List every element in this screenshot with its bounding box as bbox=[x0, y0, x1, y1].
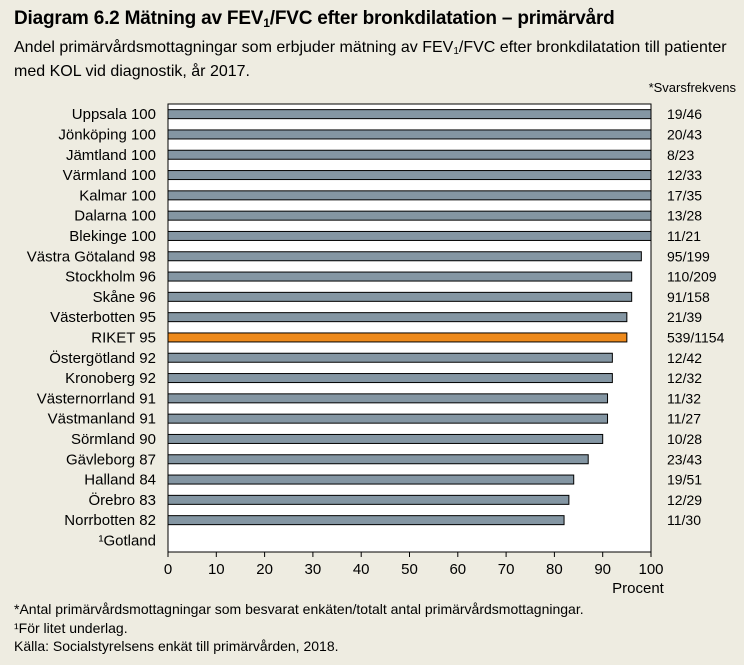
category-label: Värmland 100 bbox=[63, 167, 156, 184]
footnote-small-sample: ¹För litet underlag. bbox=[14, 619, 128, 636]
x-tick-label: 60 bbox=[449, 561, 466, 578]
response-rate-label: 12/29 bbox=[667, 492, 702, 508]
footnotes: *Antal primärvårdsmottagningar som besva… bbox=[14, 600, 734, 656]
response-rate-label: 12/42 bbox=[667, 350, 702, 366]
category-label: Västra Götaland 98 bbox=[27, 248, 156, 265]
response-rate-label: 11/21 bbox=[667, 228, 701, 244]
response-rate-label: 19/51 bbox=[667, 472, 702, 488]
category-label: Örebro 83 bbox=[88, 491, 156, 509]
response-rate-label: 19/46 bbox=[667, 106, 702, 122]
footnote-response-rate: *Antal primärvårdsmottagningar som besva… bbox=[14, 601, 584, 617]
response-rate-label: 10/28 bbox=[667, 431, 702, 447]
response-rate-label: 8/23 bbox=[667, 147, 694, 163]
chart-title: Diagram 6.2 Mätning av FEV1/FVC efter br… bbox=[14, 8, 615, 30]
x-tick-label: 40 bbox=[353, 561, 370, 578]
category-label: RIKET 95 bbox=[91, 329, 156, 346]
bar-jönköping bbox=[167, 129, 652, 140]
category-label: Stockholm 96 bbox=[65, 269, 156, 286]
bar-blekinge bbox=[167, 230, 652, 241]
category-label: Norrbotten 82 bbox=[64, 512, 156, 529]
x-tick-label: 0 bbox=[164, 561, 172, 578]
category-label: Jämtland 100 bbox=[66, 147, 156, 164]
category-label: Sörmland 90 bbox=[71, 431, 156, 448]
x-tick-label: 100 bbox=[638, 561, 663, 578]
category-label: Kalmar 100 bbox=[79, 187, 156, 204]
response-rate-label: 11/30 bbox=[667, 512, 701, 528]
category-label: Dalarna 100 bbox=[74, 208, 156, 225]
x-tick-label: 90 bbox=[594, 561, 611, 578]
x-tick-label: 80 bbox=[546, 561, 563, 578]
bar-västmanland bbox=[167, 413, 609, 424]
chart-subtitle: Andel primärvårdsmottagningar som erbjud… bbox=[14, 39, 727, 80]
response-rate-label: 110/209 bbox=[667, 269, 717, 285]
bar-västernorrland bbox=[167, 393, 609, 404]
response-rate-header: *Svarsfrekvens bbox=[648, 80, 736, 95]
bar-uppsala bbox=[167, 109, 652, 120]
category-label: Halland 84 bbox=[84, 472, 156, 489]
bar-kalmar bbox=[167, 190, 652, 201]
bar-värmland bbox=[167, 170, 652, 181]
bar-halland bbox=[167, 474, 575, 485]
category-label: Västernorrland 91 bbox=[37, 390, 156, 407]
response-rate-label: 95/199 bbox=[667, 248, 710, 264]
bar-örebro bbox=[167, 494, 570, 505]
source-note: Källa: Socialstyrelsens enkät till primä… bbox=[14, 638, 339, 654]
x-tick-label: 50 bbox=[401, 561, 418, 578]
x-tick-label: 10 bbox=[208, 561, 225, 578]
category-label: Blekinge 100 bbox=[69, 228, 156, 245]
response-rate-label: 11/27 bbox=[667, 411, 701, 427]
bar-västra-götaland bbox=[167, 251, 642, 262]
response-rate-label: 11/32 bbox=[667, 390, 701, 406]
x-tick-label: 20 bbox=[256, 561, 273, 578]
x-tick-label: 30 bbox=[305, 561, 322, 578]
response-rate-label: 91/158 bbox=[667, 289, 710, 305]
x-tick-label: 70 bbox=[498, 561, 515, 578]
bar-skåne bbox=[167, 291, 633, 302]
response-rate-label: 23/43 bbox=[667, 451, 702, 467]
category-label: Skåne 96 bbox=[93, 289, 156, 306]
bar-norrbotten bbox=[167, 515, 565, 526]
x-axis-label: Procent bbox=[612, 580, 665, 597]
category-label: Uppsala 100 bbox=[72, 106, 156, 123]
category-label: Gävleborg 87 bbox=[66, 451, 156, 468]
bar-jämtland bbox=[167, 149, 652, 160]
bar-kronoberg bbox=[167, 373, 613, 384]
category-label: ¹Gotland bbox=[98, 532, 156, 549]
category-label: Västmanland 91 bbox=[48, 411, 156, 428]
bar-chart: Uppsala 100 Jönköping 100 Jämtland 100 Värm… bbox=[27, 103, 725, 597]
category-label: Östergötland 92 bbox=[49, 349, 156, 367]
bar-östergötland bbox=[167, 352, 613, 363]
response-rate-label: 17/35 bbox=[667, 187, 702, 203]
bar-västerbotten bbox=[167, 312, 628, 323]
category-label: Kronoberg 92 bbox=[65, 370, 156, 387]
response-rate-label: 20/43 bbox=[667, 126, 702, 142]
bar-dalarna bbox=[167, 210, 652, 221]
response-rate-label: 21/39 bbox=[667, 309, 702, 325]
category-label: Jönköping 100 bbox=[58, 126, 156, 143]
bar-riket bbox=[167, 332, 628, 343]
response-rate-label: 12/33 bbox=[667, 167, 702, 183]
response-rate-label: 13/28 bbox=[667, 208, 702, 224]
bar-stockholm bbox=[167, 271, 633, 282]
bar-gävleborg bbox=[167, 454, 589, 465]
response-rate-label: 12/32 bbox=[667, 370, 702, 386]
bar-sörmland bbox=[167, 433, 604, 444]
response-rate-label: 539/1154 bbox=[667, 329, 725, 345]
category-label: Västerbotten 95 bbox=[50, 309, 156, 326]
